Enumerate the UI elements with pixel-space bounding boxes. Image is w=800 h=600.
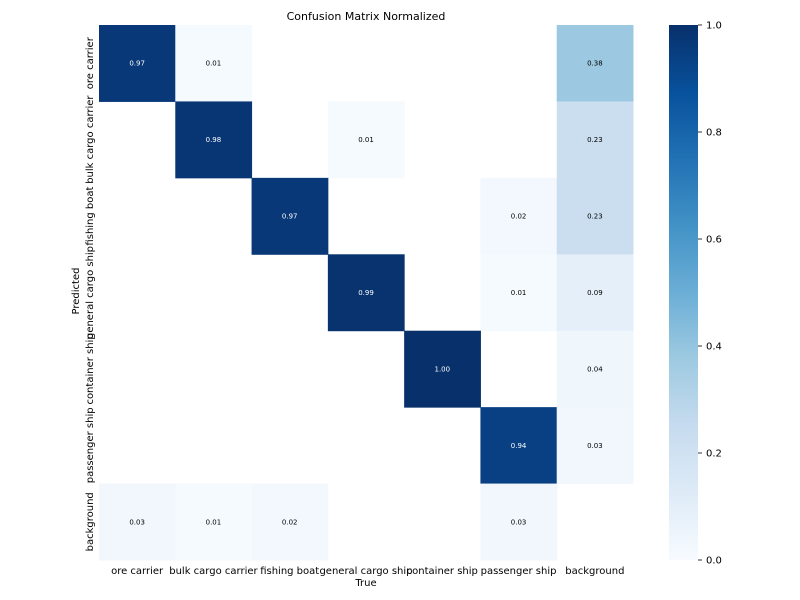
cell-value-label: 1.00 — [434, 365, 450, 373]
heatmap-cells — [99, 25, 634, 561]
cell-value-label: 0.23 — [587, 136, 603, 144]
colorbar-tick-label: 0.8 — [706, 128, 722, 139]
cell-value-label: 0.97 — [282, 213, 298, 221]
x-tick-label: background — [565, 566, 624, 577]
cell-value-label: 0.23 — [587, 213, 603, 221]
y-tick-label: general cargo ship — [85, 246, 96, 339]
cell-value-label: 0.99 — [358, 289, 374, 297]
cell-value-label: 0.02 — [282, 518, 298, 526]
heatmap-cell — [556, 25, 634, 102]
colorbar-tick-label: 0.0 — [706, 556, 722, 567]
heatmap-cell — [480, 177, 558, 255]
heatmap-cell-labels: 0.97 0.01 0.38 0.98 0.01 0.23 0.97 0.02 0.23 0.99… — [129, 60, 603, 527]
cell-value-label: 0.03 — [511, 518, 527, 526]
y-tick-label: container ship — [85, 333, 96, 404]
cell-value-label: 0.97 — [129, 60, 145, 68]
y-tick-label: background — [85, 492, 96, 551]
heatmap-cell — [327, 101, 405, 179]
cell-value-label: 0.03 — [587, 442, 603, 450]
y-tick-label: ore carrier — [85, 36, 96, 89]
heatmap-cell — [480, 407, 558, 485]
y-tick-labels: ore carrier bulk cargo carrier fishing boa… — [85, 36, 96, 551]
x-tick-label: general cargo ship — [319, 566, 412, 577]
y-axis-label: Predicted — [71, 268, 82, 315]
cell-value-label: 0.38 — [587, 60, 603, 68]
cell-value-label: 0.01 — [206, 60, 222, 68]
cell-value-label: 0.01 — [358, 136, 374, 144]
cell-value-label: 0.02 — [511, 213, 527, 221]
heatmap-cell — [175, 483, 253, 561]
heatmap-cell — [175, 25, 253, 102]
colorbar-tick-label: 0.4 — [706, 342, 722, 353]
x-tick-label: fishing boat — [260, 566, 319, 577]
x-tick-label: container ship — [407, 566, 478, 577]
x-axis-label: True — [354, 578, 376, 589]
y-tick-label: fishing boat — [85, 186, 96, 245]
x-tick-labels: ore carrier bulk cargo carrier fishing boa… — [111, 566, 624, 577]
heatmap-cell — [556, 330, 634, 408]
colorbar — [669, 25, 698, 560]
y-tick-label: bulk cargo carrier — [85, 95, 96, 184]
x-tick-label: passenger ship — [481, 566, 557, 577]
colorbar-tick-label: 1.0 — [706, 21, 722, 32]
heatmap-cell — [251, 177, 329, 255]
heatmap-cell — [251, 483, 329, 561]
heatmap-cell — [327, 254, 405, 332]
colorbar-tick-label: 0.2 — [706, 449, 722, 460]
heatmap-cell — [556, 254, 634, 332]
heatmap-cell — [404, 330, 481, 408]
x-tick-label: bulk cargo carrier — [169, 566, 258, 577]
heatmap-cell — [480, 254, 558, 332]
x-tick-label: ore carrier — [111, 566, 164, 577]
cell-value-label: 0.01 — [206, 518, 222, 526]
heatmap-cell — [556, 101, 634, 179]
chart-title: Confusion Matrix Normalized — [287, 10, 446, 23]
cell-value-label: 0.03 — [129, 518, 145, 526]
colorbar-tick-label: 0.6 — [706, 235, 722, 246]
heatmap-cell — [175, 101, 253, 179]
cell-value-label: 0.98 — [206, 136, 222, 144]
colorbar-ticks: 0.0 0.2 0.4 0.6 0.8 1.0 — [698, 21, 722, 567]
cell-value-label: 0.04 — [587, 365, 603, 373]
heatmap-cell — [99, 483, 176, 561]
cell-value-label: 0.09 — [587, 289, 603, 297]
cell-value-label: 0.94 — [511, 442, 527, 450]
heatmap-cell — [99, 25, 176, 102]
cell-value-label: 0.01 — [511, 289, 527, 297]
heatmap-cell — [556, 407, 634, 485]
heatmap-cell — [480, 483, 558, 561]
heatmap-cell — [556, 177, 634, 255]
y-tick-label: passenger ship — [85, 407, 96, 483]
